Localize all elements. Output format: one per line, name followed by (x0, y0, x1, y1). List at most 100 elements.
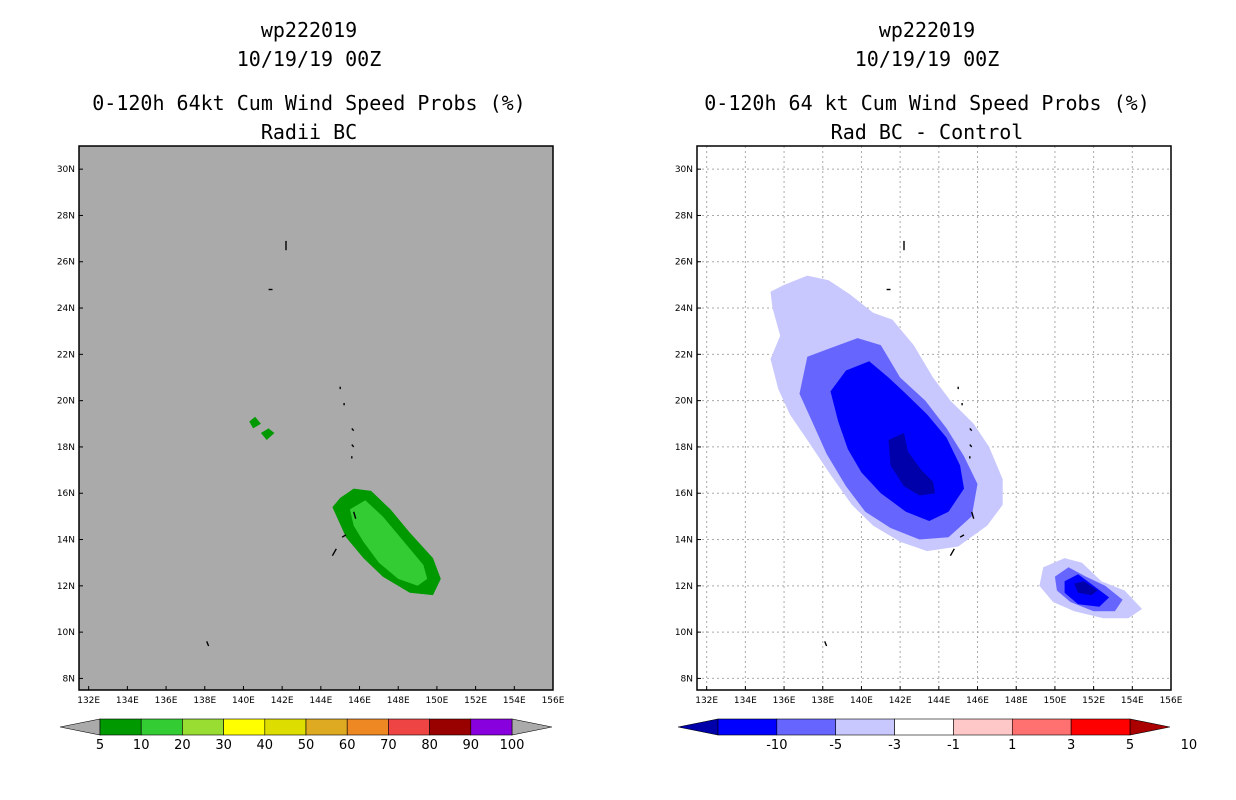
colorbar-swatch (223, 718, 266, 736)
y-tick-label: 22N (57, 350, 75, 360)
island-outline (969, 444, 973, 448)
x-tick-label: 150E (425, 696, 448, 706)
contour-7 (1074, 581, 1098, 596)
colorbar-swatch (99, 718, 142, 736)
x-tick-label: 148E (1005, 696, 1028, 706)
chart-title-experiment: Rad BC - Control (830, 120, 1024, 144)
chart-title-experiment: Radii BC (260, 120, 358, 144)
colorbar-label: 3 (1067, 738, 1075, 753)
chart-title-product: 0-120h 64 kt Cum Wind Speed Probs (%) (704, 91, 1150, 115)
x-tick-label: 138E (811, 696, 834, 706)
colorbar-label: -5 (829, 738, 842, 753)
colorbar-low-arrow (59, 718, 101, 736)
x-tick-label: 140E (850, 696, 873, 706)
colorbar-label: 30 (215, 738, 232, 753)
colorbar-label: 100 (500, 738, 525, 753)
x-tick-label: 132E (695, 696, 718, 706)
colorbar-low-arrow (677, 718, 719, 736)
colorbar-swatch (388, 718, 430, 736)
left-chart-panel: wp222019 10/19/19 00Z 0-120h 64kt Cum Wi… (57, 18, 565, 753)
island-outline (971, 511, 975, 519)
chart-title-storm-id: wp222019 (260, 18, 358, 42)
colorbar-swatch (429, 718, 472, 736)
colorbar-label: -3 (888, 738, 901, 753)
y-tick-label: 24N (675, 304, 693, 314)
plot-background (79, 146, 553, 690)
x-tick-label: 156E (542, 696, 565, 706)
chart-title-product: 0-120h 64kt Cum Wind Speed Probs (%) (92, 91, 526, 115)
plot-frame (696, 145, 1172, 691)
x-tick-label: 150E (1043, 696, 1066, 706)
colorbar-label: -1 (947, 738, 960, 753)
x-tick-label: 142E (271, 696, 294, 706)
island-outline (331, 548, 337, 557)
y-tick-label: 20N (675, 397, 693, 407)
contour-3 (888, 433, 935, 496)
island-outline (824, 641, 828, 647)
colorbar-label: -10 (766, 738, 787, 753)
y-tick-label: 18N (57, 443, 75, 453)
colorbar-high-arrow (511, 718, 553, 736)
colorbar-swatch (1011, 718, 1072, 736)
x-tick-label: 142E (889, 696, 912, 706)
x-tick-label: 146E (966, 696, 989, 706)
colorbar-swatch (305, 718, 348, 736)
colorbar-swatch (346, 718, 389, 736)
right-chart-panel: wp222019 10/19/19 00Z 0-120h 64 kt Cum W… (618, 0, 1236, 800)
colorbar-swatch (776, 718, 837, 736)
y-tick-label: 30N (675, 165, 693, 175)
y-tick-label: 16N (675, 489, 693, 499)
y-tick-label: 12N (57, 582, 75, 592)
island-outline (959, 534, 965, 538)
x-tick-label: 148E (387, 696, 410, 706)
chart-title-storm-id: wp222019 (878, 18, 976, 42)
island-outline (351, 444, 355, 448)
y-tick-label: 28N (57, 211, 75, 221)
x-tick-label: 152E (1082, 696, 1105, 706)
y-tick-label: 24N (57, 304, 75, 314)
x-tick-label: 140E (232, 696, 255, 706)
colorbar-label: 60 (339, 738, 356, 753)
x-tick-label: 152E (464, 696, 487, 706)
colorbar-label: 5 (1126, 738, 1134, 753)
colorbar-label: 20 (174, 738, 191, 753)
contour-1 (249, 416, 261, 429)
island-outline (353, 511, 357, 519)
x-tick-label: 144E (927, 696, 950, 706)
contour-2 (260, 428, 275, 440)
contour-3 (349, 500, 428, 586)
y-tick-label: 26N (675, 258, 693, 268)
island-outline (969, 427, 973, 432)
y-tick-label: 18N (675, 443, 693, 453)
island-outline (351, 427, 355, 432)
island-outline (206, 641, 210, 647)
plot-frame (78, 145, 554, 691)
y-tick-label: 8N (681, 674, 693, 684)
colorbar-swatch (717, 718, 778, 736)
y-tick-label: 20N (57, 397, 75, 407)
chart-title-date: 10/19/19 00Z (236, 47, 382, 71)
colorbar-high-arrow (1129, 718, 1171, 736)
island-outline (949, 548, 955, 557)
colorbar-swatch (182, 718, 224, 736)
y-tick-label: 14N (57, 536, 75, 546)
radii-bc-map: 132E 134E 136E 138E 140E 142E 144E 146E 148E 150E… (57, 145, 565, 753)
colorbar-swatch (835, 718, 895, 736)
y-tick-label: 10N (57, 628, 75, 638)
y-tick-label: 8N (63, 674, 75, 684)
x-tick-label: 134E (116, 696, 139, 706)
colorbar-swatch (953, 718, 1013, 736)
x-tick-label: 146E (348, 696, 371, 706)
colorbar-label: 50 (298, 738, 315, 753)
y-tick-label: 10N (675, 628, 693, 638)
colorbar-label: 80 (421, 738, 438, 753)
x-tick-label: 154E (1121, 696, 1144, 706)
y-tick-label: 14N (675, 536, 693, 546)
x-tick-label: 136E (773, 696, 796, 706)
x-tick-label: 138E (193, 696, 216, 706)
y-tick-label: 26N (57, 258, 75, 268)
x-tick-label: 156E (1160, 696, 1183, 706)
y-tick-label: 22N (675, 350, 693, 360)
colorbar-label: 70 (380, 738, 397, 753)
x-tick-label: 136E (155, 696, 178, 706)
